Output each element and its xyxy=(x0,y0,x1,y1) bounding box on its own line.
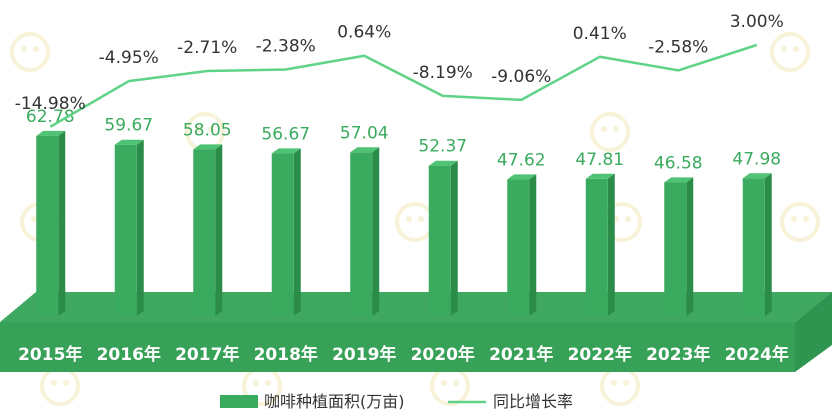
growth-rate-line xyxy=(49,43,758,128)
watermark-logo-eye xyxy=(418,216,424,222)
line-value-label: -8.19% xyxy=(413,63,473,83)
bar-value-label: 58.05 xyxy=(183,120,232,140)
bar-side xyxy=(136,139,144,316)
x-tick-label: 2019年 xyxy=(332,344,396,365)
bar-value-label: 47.81 xyxy=(575,150,624,170)
bar xyxy=(507,179,530,316)
bar-value-label: 59.67 xyxy=(104,116,153,136)
bar-side xyxy=(529,174,537,316)
watermark-logo xyxy=(780,202,820,242)
line-value-label: -9.06% xyxy=(491,67,551,87)
bar-top xyxy=(36,130,66,136)
watermark-logo-eye xyxy=(453,380,459,386)
line-value-label: 0.41% xyxy=(573,24,627,44)
bar xyxy=(664,182,687,316)
bar-top xyxy=(742,173,772,179)
bar-top xyxy=(585,173,615,179)
bar-top xyxy=(271,148,301,154)
x-tick-label: 2018年 xyxy=(254,344,318,365)
bar xyxy=(36,135,59,316)
bar-side xyxy=(764,173,772,316)
bar-side xyxy=(686,177,694,316)
watermark-logo xyxy=(430,366,470,406)
bar xyxy=(428,165,451,316)
bar-side xyxy=(215,144,223,316)
watermark-logo-eye xyxy=(253,380,259,386)
watermark-logo xyxy=(395,202,435,242)
watermark-logo-eye xyxy=(33,46,39,52)
bar-top xyxy=(664,177,694,183)
watermark-logo-eye xyxy=(208,126,214,132)
watermark-logo-eye xyxy=(613,126,619,132)
bar-value-label: 62.78 xyxy=(26,107,75,127)
bar-side xyxy=(372,147,380,316)
watermark-logo-eye xyxy=(791,216,797,222)
watermark-logo-eye xyxy=(611,380,617,386)
bar xyxy=(114,144,137,316)
bar-value-label: 47.98 xyxy=(732,149,781,169)
bar xyxy=(193,149,216,316)
bar-side xyxy=(293,148,301,316)
legend-label-bar: 咖啡种植面积(万亩) xyxy=(264,392,405,411)
bar-side xyxy=(450,160,458,316)
bar xyxy=(350,152,373,316)
x-tick-label: 2017年 xyxy=(175,344,239,365)
watermark-logo-eye xyxy=(196,126,202,132)
watermark-logo-eye xyxy=(265,380,271,386)
line-value-label: 0.64% xyxy=(337,23,391,43)
bar-top xyxy=(350,147,380,153)
watermark-logo-eye xyxy=(51,380,57,386)
bar-top xyxy=(428,160,458,166)
bar xyxy=(271,153,294,316)
watermark-logo-eye xyxy=(406,216,412,222)
x-tick-label: 2015年 xyxy=(18,344,82,365)
bar-top xyxy=(507,174,537,180)
x-tick-label: 2024年 xyxy=(725,344,789,365)
watermark-logo xyxy=(600,366,640,406)
bar xyxy=(585,178,608,316)
bar-value-label: 46.58 xyxy=(654,153,703,173)
x-tick-label: 2016年 xyxy=(97,344,161,365)
watermark-logo-eye xyxy=(31,216,37,222)
x-tick-label: 2022年 xyxy=(568,344,632,365)
line-value-label: 3.00% xyxy=(730,12,784,32)
line-value-label: -2.71% xyxy=(177,38,237,58)
line-value-label: -2.38% xyxy=(256,36,316,56)
line-value-label: -2.58% xyxy=(648,37,708,57)
floor-side xyxy=(795,292,832,372)
bar-value-label: 57.04 xyxy=(340,123,389,143)
watermark-logo-eye xyxy=(803,216,809,222)
watermark-logo xyxy=(40,366,80,406)
bar xyxy=(742,178,765,316)
watermark-logo-eye xyxy=(623,380,629,386)
bar-value-label: 47.62 xyxy=(497,150,546,170)
line-value-label: -14.98% xyxy=(15,94,86,114)
bar-top xyxy=(114,139,144,145)
watermark-logo-eye xyxy=(625,216,631,222)
bar-value-label: 52.37 xyxy=(418,137,467,157)
watermark-logo xyxy=(590,112,630,152)
watermark-logo-eye xyxy=(441,380,447,386)
legend-swatch-bar xyxy=(220,395,258,408)
bar-side xyxy=(607,173,615,316)
watermark-logo-eye xyxy=(21,46,27,52)
floor-front xyxy=(0,322,795,372)
bar-value-label: 56.67 xyxy=(261,124,310,144)
watermark-logo-eye xyxy=(601,126,607,132)
watermark-logo-eye xyxy=(63,380,69,386)
bar-side xyxy=(58,130,66,316)
watermark-logo xyxy=(770,32,810,72)
line-value-label: -4.95% xyxy=(99,48,159,68)
watermark-logo xyxy=(10,32,50,72)
legend-label-line: 同比增长率 xyxy=(493,392,573,411)
x-tick-label: 2023年 xyxy=(646,344,710,365)
x-tick-label: 2021年 xyxy=(489,344,553,365)
bar-top xyxy=(193,144,223,150)
watermark-logo-eye xyxy=(781,46,787,52)
x-tick-label: 2020年 xyxy=(411,344,475,365)
watermark-logo-eye xyxy=(793,46,799,52)
